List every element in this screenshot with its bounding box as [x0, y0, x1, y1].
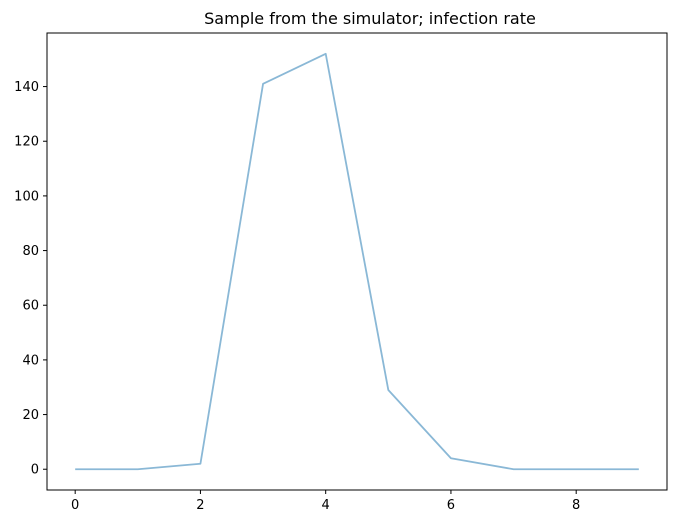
- y-tick-label: 140: [14, 80, 39, 95]
- plot-frame: [46, 32, 668, 491]
- y-tick-label: 120: [14, 135, 39, 150]
- y-tick-label: 0: [31, 463, 39, 478]
- y-tick-label: 80: [22, 244, 39, 259]
- x-tick-label: 2: [196, 498, 204, 513]
- x-axis: 0 2 4 6 8: [71, 490, 580, 513]
- y-tick-label: 60: [22, 299, 39, 314]
- series-layer: [75, 52, 639, 471]
- x-tick-label: 6: [447, 498, 455, 513]
- x-tick-label: 0: [71, 498, 79, 513]
- y-axis: 0 20 40 60 80 100 120 140: [14, 80, 47, 478]
- y-tick-label: 20: [22, 408, 39, 423]
- x-tick-label: 8: [572, 498, 580, 513]
- plot-area: [46, 32, 668, 491]
- chart-title: Sample from the simulator; infection rat…: [204, 9, 536, 28]
- series-line-0: [75, 52, 639, 471]
- y-tick-label: 40: [22, 353, 39, 368]
- y-tick-label: 100: [14, 189, 39, 204]
- x-tick-label: 4: [322, 498, 330, 513]
